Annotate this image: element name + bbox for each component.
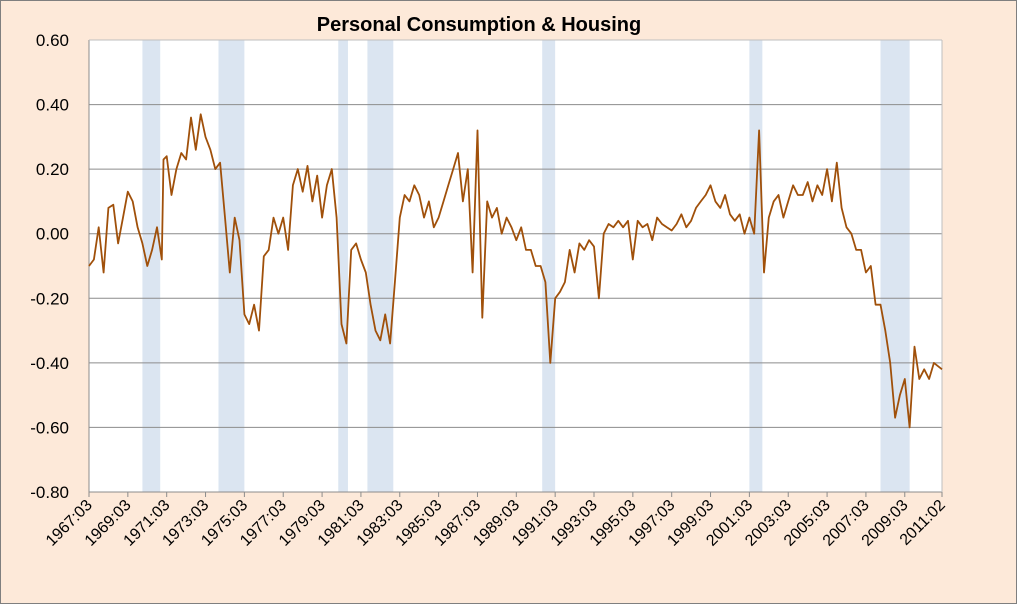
recession-band-1 [218, 40, 245, 492]
recession-band-6 [880, 40, 910, 492]
y-tick-label: -0.40 [30, 354, 69, 373]
y-tick-label: -0.80 [30, 483, 69, 502]
y-tick-label: 0.40 [36, 96, 69, 115]
recession-band-0 [142, 40, 161, 492]
plot-area [89, 40, 942, 492]
x-axis-tick-labels: 1967:031969:031971:031973:031975:031977:… [43, 492, 949, 550]
y-tick-label: -0.60 [30, 418, 69, 437]
y-tick-label: 0.20 [36, 160, 69, 179]
series-group [88, 113, 943, 429]
recession-band-2 [338, 40, 348, 492]
recession-band-4 [542, 40, 556, 492]
chart-title: Personal Consumption & Housing [317, 14, 641, 36]
series-line-0 [88, 113, 943, 429]
y-axis-tick-labels: 0.60 0.40 0.20 0.00 -0.20 -0.40 -0.60 -0.80 [30, 31, 69, 502]
recession-band-3 [367, 40, 394, 492]
y-tick-label: 0.00 [36, 225, 69, 244]
recession-bands [142, 40, 910, 492]
recession-band-5 [749, 40, 763, 492]
y-tick-label: 0.60 [36, 31, 69, 50]
y-tick-label: -0.20 [30, 289, 69, 308]
